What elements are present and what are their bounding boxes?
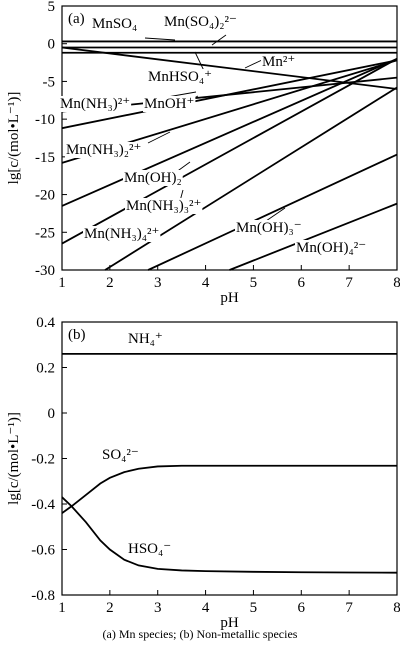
x-tick-label-b-3: 3: [154, 600, 162, 616]
x-tick-label-b-4: 4: [202, 600, 210, 616]
y-tick-label-b-0-8: -0.8: [31, 588, 55, 604]
y-tick-label-a-10: -10: [35, 112, 55, 128]
chart-panel-a: 1 2 3 4 5 6 7 8 5 0 -5 -10 -15 -20 -25 -30 MnSO₄ Mn(SO₄)₂…: [6, 0, 400, 306]
annotation-backing-mn-oh-2: [123, 170, 183, 186]
y-tick-label-a-25: -25: [35, 225, 55, 241]
x-tick-label-b-1: 1: [58, 600, 66, 616]
annotation-backing-so42minus: [101, 447, 140, 463]
y-tick-label-a-0: 0: [48, 37, 56, 53]
y-axis-title-a: lg[c/(mol•L⁻¹)]: [6, 92, 22, 185]
annotation-mnso4: MnSO₄: [92, 16, 137, 32]
x-tick-label-b-5: 5: [250, 600, 258, 616]
y-tick-label-a-5: 5: [48, 0, 56, 15]
y-tick-label-b-0-4: -0.4: [31, 497, 55, 513]
series-line-mn-oh-3minus: [147, 153, 398, 271]
annotation-so42minus: SO₄²⁻: [102, 447, 139, 463]
series-line-mnohplus: [61, 59, 398, 130]
y-tick-label-a-30: -30: [35, 263, 55, 279]
chart-panel-b: 1 2 3 4 5 6 7 8 0.4 0.2 0 -0.2 -0.4 -0.6 -0.8 NH₄⁺ SO₄²⁻…: [6, 315, 400, 631]
annotation-mn-nh3-22plus: Mn(NH₃)₂²⁺: [66, 142, 141, 158]
annotation-backing-mn-nh3-2plus: [59, 96, 132, 112]
annotation-leader-a-1: [211, 34, 227, 46]
y-tick-label-b-0-4: 0.4: [36, 315, 55, 331]
series-line-mn-oh-42minus: [229, 202, 398, 271]
annotation-leader-a-0: [144, 37, 176, 41]
panel-label-a: (a): [68, 11, 85, 27]
annotation-backing-mnohplus: [143, 96, 196, 112]
x-tick-label-a-1: 1: [58, 275, 66, 291]
annotation-mn-oh-42minus: Mn(OH)₄²⁻: [296, 240, 366, 256]
y-tick-label-a-5: -5: [43, 74, 56, 90]
panel-label-b: (b): [68, 327, 86, 343]
annotation-mn-oh-3minus: Mn(OH)₃⁻: [236, 220, 302, 236]
series-line-mn-oh-2: [61, 57, 398, 207]
figure-caption: (a) Mn species; (b) Non-metallic species: [103, 627, 298, 641]
annotation-backing-mn-so4-22minus: [163, 14, 238, 30]
x-tick-label-b-6: 6: [298, 600, 306, 616]
annotation-leader-a-2: [244, 59, 263, 69]
annotation-leader-a-6: [147, 131, 171, 144]
annotation-mnhso4plus: MnHSO₄⁺: [148, 69, 212, 85]
series-line-hso4minus: [61, 496, 398, 574]
annotation-backing-mnhso4plus: [147, 69, 213, 85]
series-line-mn-nh3-32plus: [61, 58, 398, 245]
annotation-nh4plus: NH₄⁺: [128, 331, 163, 347]
annotation-mn-so4-22minus: Mn(SO₄)₂²⁻: [164, 14, 237, 30]
annotation-backing-nh4plus: [127, 331, 164, 347]
x-tick-label-b-2: 2: [106, 600, 114, 616]
annotation-backing-mn-nh3-22plus: [65, 142, 143, 158]
x-axis-title-b: pH: [220, 615, 239, 631]
y-tick-label-a-15: -15: [35, 150, 55, 166]
annotation-mn2plus: Mn²⁺: [262, 54, 295, 70]
x-tick-label-a-8: 8: [393, 275, 400, 291]
annotation-hso4minus: HSO₄⁻: [128, 541, 171, 557]
x-tick-label-b-7: 7: [345, 600, 353, 616]
annotation-leader-a-10: [265, 207, 286, 222]
x-tick-label-b-8: 8: [393, 600, 400, 616]
y-tick-label-b-0-2: 0.2: [36, 361, 55, 377]
y-axis-title-b: lg[c/(mol•L⁻¹)]: [6, 412, 22, 505]
x-tick-label-a-4: 4: [202, 275, 210, 291]
annotation-mn-oh-2: Mn(OH)₂: [124, 170, 182, 186]
annotation-backing-mn-oh-42minus: [295, 240, 368, 256]
annotation-backing-mn2plus: [261, 54, 297, 70]
series-line-so42minus: [61, 464, 397, 514]
annotation-backing-mn-oh-3minus: [235, 220, 303, 236]
x-tick-label-a-2: 2: [106, 275, 114, 291]
annotation-mn-nh3-42plus: Mn(NH₃)₄²⁺: [84, 226, 159, 242]
x-tick-label-a-6: 6: [298, 275, 306, 291]
y-tick-label-a-20: -20: [35, 188, 55, 204]
annotation-mn-nh3-2plus: Mn(NH₃)²⁺: [60, 96, 130, 112]
x-axis-title-a: pH: [220, 290, 239, 306]
y-tick-label-b-0: 0: [48, 406, 56, 422]
x-tick-label-a-7: 7: [345, 275, 353, 291]
annotation-backing-hso4minus: [127, 541, 173, 557]
annotation-mn-nh3-32plus: Mn(NH₃)₃²⁺: [126, 198, 201, 214]
annotation-backing-mn-nh3-42plus: [83, 226, 161, 242]
annotation-mnohplus: MnOH⁺: [144, 96, 194, 112]
x-tick-label-a-5: 5: [250, 275, 258, 291]
annotation-backing-mn-nh3-32plus: [125, 198, 203, 214]
y-tick-label-b-0-6: -0.6: [31, 543, 55, 559]
series-line-mn2plus: [61, 46, 398, 90]
y-tick-label-b-0-2: -0.2: [31, 452, 55, 468]
x-tick-label-a-3: 3: [154, 275, 162, 291]
annotation-backing-mnso4: [91, 16, 139, 32]
